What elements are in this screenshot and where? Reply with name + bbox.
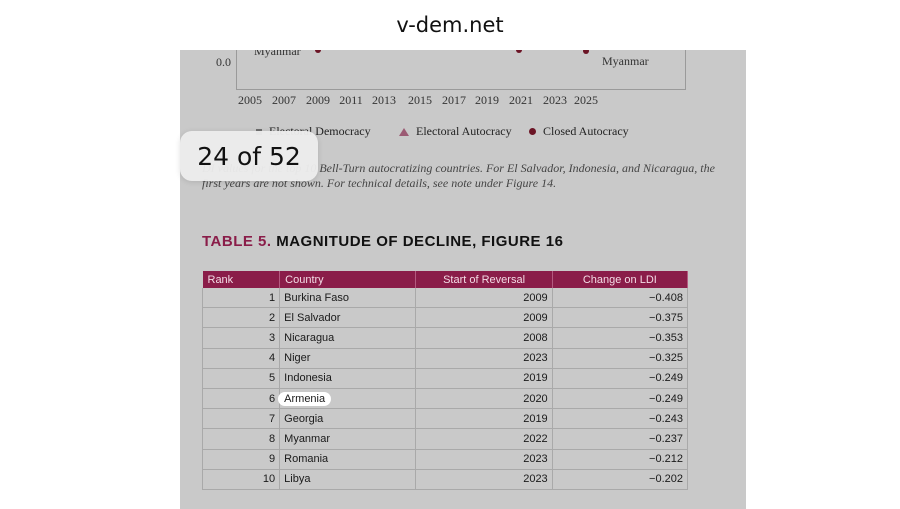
cell-country: Armenia [278,388,417,410]
cell-start: 2009 [415,307,553,329]
cell-change: −0.325 [552,348,689,369]
cell-change: −0.375 [552,307,689,329]
x-tick: 2005 [238,93,262,107]
cell-change: −0.408 [552,288,689,309]
cell-country: Georgia [279,408,417,430]
cell-change: −0.249 [552,368,689,389]
cell-rank: 8 [201,428,281,450]
legend-label: Closed Autocracy [543,124,629,138]
address-bar[interactable]: v-dem.net [0,0,900,50]
table-row: 8 Myanmar 2022 −0.237 [201,428,689,450]
cell-change: −0.249 [552,388,689,410]
chart-point [583,50,589,54]
legend-label: Electoral Autocracy [416,124,512,138]
x-tick: 2015 [408,93,432,107]
cell-start: 2022 [415,428,553,450]
column-header-change: Change on LDI [552,271,689,288]
chart-point [315,50,321,53]
column-header-rank: Rank [202,271,281,288]
cell-country: Nicaragua [279,327,417,349]
cell-country: Burkina Faso [279,288,417,309]
cell-rank: 7 [201,408,281,430]
table-row: 3 Nicaragua 2008 −0.353 [201,327,689,349]
cell-start: 2023 [415,348,553,369]
x-tick: 2013 [372,93,396,107]
cell-rank: 4 [201,348,281,369]
cell-change: −0.243 [552,408,689,430]
magnitude-of-decline-table: Rank Country Start of Reversal Change on… [201,271,689,490]
cell-country: Niger [279,348,417,369]
cell-rank: 6 [201,388,281,410]
table-row: 4 Niger 2023 −0.325 [201,348,689,369]
x-tick: 2023 [543,93,567,107]
cell-start: 2009 [415,288,553,309]
table-row: 2 El Salvador 2009 −0.375 [201,307,689,329]
cell-start: 2023 [415,469,553,490]
cell-start: 2023 [415,449,553,470]
table-row: 9 Romania 2023 −0.212 [201,449,689,470]
table-row: 6 Armenia 2020 −0.249 [201,388,689,410]
cell-start: 2019 [415,408,553,430]
cell-country: Libya [279,469,417,490]
table-row: 10 Libya 2023 −0.202 [201,469,689,490]
cell-rank: 9 [201,449,281,470]
column-header-start: Start of Reversal [415,271,553,288]
legend-item-electoral-autocracy: Electoral Autocracy [399,124,512,139]
cell-country: Myanmar [279,428,417,450]
table-number: TABLE 5. [202,233,272,250]
cell-change: −0.237 [552,428,689,450]
circle-marker-icon [529,128,536,135]
table-row: 1 Burkina Faso 2009 −0.408 [201,288,689,309]
x-tick: 2009 [306,93,330,107]
x-tick: 2021 [509,93,533,107]
chart-plot-area [236,50,686,90]
chart-legend: Electoral Democracy Electoral Autocracy … [256,124,716,140]
cell-country: Indonesia [279,368,417,389]
x-tick: 2019 [475,93,499,107]
column-header-country: Country [279,271,417,288]
triangle-marker-icon [399,127,409,136]
chart-point [516,50,522,53]
table-title: TABLE 5. MAGNITUDE OF DECLINE, FIGURE 16 [202,233,563,250]
cell-country: Romania [279,449,417,470]
cell-rank: 5 [201,368,281,389]
cell-country: El Salvador [279,307,417,329]
chart-y-tick: 0.0 [216,55,231,69]
x-tick: 2025 [574,93,598,107]
cell-start: 2019 [415,368,553,389]
page-indicator[interactable]: 24 of 52 [180,131,318,181]
chart-line-label-right: Myanmar [602,54,649,68]
cell-rank: 1 [201,288,281,309]
legend-item-closed-autocracy: Closed Autocracy [529,124,629,139]
search-highlight[interactable]: Armenia [278,391,332,406]
cell-start: 2020 [415,388,553,410]
table-title-text: MAGNITUDE OF DECLINE, FIGURE 16 [276,233,564,250]
chart-x-axis: 2005 2007 2009 2011 2013 2015 2017 2019 … [180,93,746,109]
table-header-row: Rank Country Start of Reversal Change on… [202,271,689,288]
page-indicator-label: 24 of 52 [197,141,301,171]
x-tick: 2017 [442,93,466,107]
cell-change: −0.212 [552,449,689,470]
address-bar-domain: v-dem.net [396,13,504,37]
x-tick: 2011 [339,93,363,107]
cell-rank: 3 [201,327,281,349]
cell-start: 2008 [415,327,553,349]
cell-change: −0.202 [552,469,689,490]
cell-rank: 2 [201,307,281,329]
chart-line-label-left: Myanmar [254,50,301,58]
document-page: 0.0 Myanmar Myanmar 2005 2007 2009 2011 … [180,50,746,509]
cell-change: −0.353 [552,327,689,349]
table-row: 5 Indonesia 2019 −0.249 [201,368,689,389]
x-tick: 2007 [272,93,296,107]
cell-rank: 10 [201,469,281,490]
table-row: 7 Georgia 2019 −0.243 [201,408,689,430]
